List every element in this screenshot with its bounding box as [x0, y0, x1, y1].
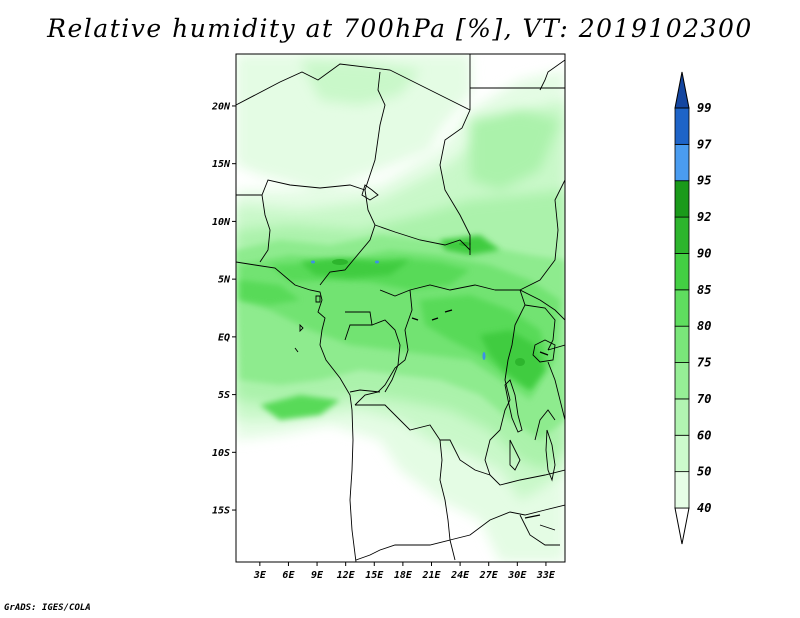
lon-tick-label: 9E: [311, 570, 324, 581]
colorbar-label: 50: [697, 465, 711, 479]
colorbar-min-triangle: [674, 507, 690, 545]
colorbar-segment: [674, 107, 690, 145]
lat-tick-label: EQ: [218, 332, 230, 343]
lat-tick-label: 10S: [212, 448, 230, 459]
lon-tick-label: 6E: [282, 570, 295, 581]
colorbar-segment: [674, 471, 690, 509]
colorbar-segment: [674, 289, 690, 327]
colorbar-segment: [674, 398, 690, 436]
colorbar-label: 70: [697, 392, 711, 406]
lat-tick-label: 10N: [212, 217, 231, 228]
lon-tick-label: 3E: [253, 570, 267, 581]
lat-tick-label: 20N: [211, 101, 231, 112]
colorbar-label: 95: [697, 174, 711, 188]
colorbar-label: 40: [697, 501, 711, 515]
humidity-level-97: [311, 260, 486, 360]
longitude-axis: 3E 6E 9E 12E 15E 18E 21E 24E 27E 30E 33E: [253, 562, 556, 581]
colorbar-label: 85: [697, 283, 711, 297]
lon-tick-label: 33E: [536, 570, 556, 581]
colorbar-max-triangle: [674, 71, 690, 109]
lat-tick-label: 5N: [218, 275, 231, 286]
colorbar-label: 92: [697, 210, 711, 224]
colorbar-segment: [674, 325, 690, 363]
colorbar-segment: [674, 143, 690, 182]
lon-tick-label: 12E: [337, 570, 356, 581]
lon-tick-label: 24E: [450, 570, 470, 581]
chart-title: Relative humidity at 700hPa [%], VT: 201…: [47, 14, 753, 43]
humidity-field: [236, 54, 565, 562]
map-frame: [235, 53, 566, 563]
colorbar-segment: [674, 362, 690, 400]
lakes: [411, 309, 549, 519]
colorbar-segment: [674, 180, 690, 218]
colorbar-label: 97: [697, 137, 712, 151]
colorbar-label: 60: [697, 428, 711, 442]
lon-tick-label: 18E: [394, 570, 413, 581]
lon-tick-label: 15E: [365, 570, 384, 581]
humidity-level-92: [332, 242, 525, 366]
colorbar-segment: [674, 216, 690, 254]
lon-tick-label: 27E: [479, 570, 499, 581]
colorbar-segment: [674, 434, 690, 473]
colorbar-label: 90: [697, 246, 711, 260]
lat-tick-label: 15S: [212, 506, 230, 517]
latitude-axis: 20N 15N 10N 5N EQ 5S 10S 15S: [211, 101, 236, 517]
lon-tick-label: 21E: [421, 570, 441, 581]
lat-tick-label: 15N: [212, 159, 231, 170]
lat-tick-label: 5S: [218, 390, 230, 401]
country-borders: [236, 54, 565, 562]
colorbar-label: 80: [697, 319, 711, 333]
lon-tick-label: 30E: [507, 570, 527, 581]
colorbar: 40 50 60 70 75 80 85 90 92 95 97 99: [674, 71, 712, 545]
humidity-level-90: [300, 235, 545, 390]
humidity-level-80: [240, 250, 560, 400]
colorbar-segment: [674, 253, 690, 291]
colorbar-label: 99: [697, 101, 711, 115]
colorbar-label: 75: [697, 356, 711, 370]
credit-text: GrADS: IGES/COLA: [4, 603, 91, 613]
